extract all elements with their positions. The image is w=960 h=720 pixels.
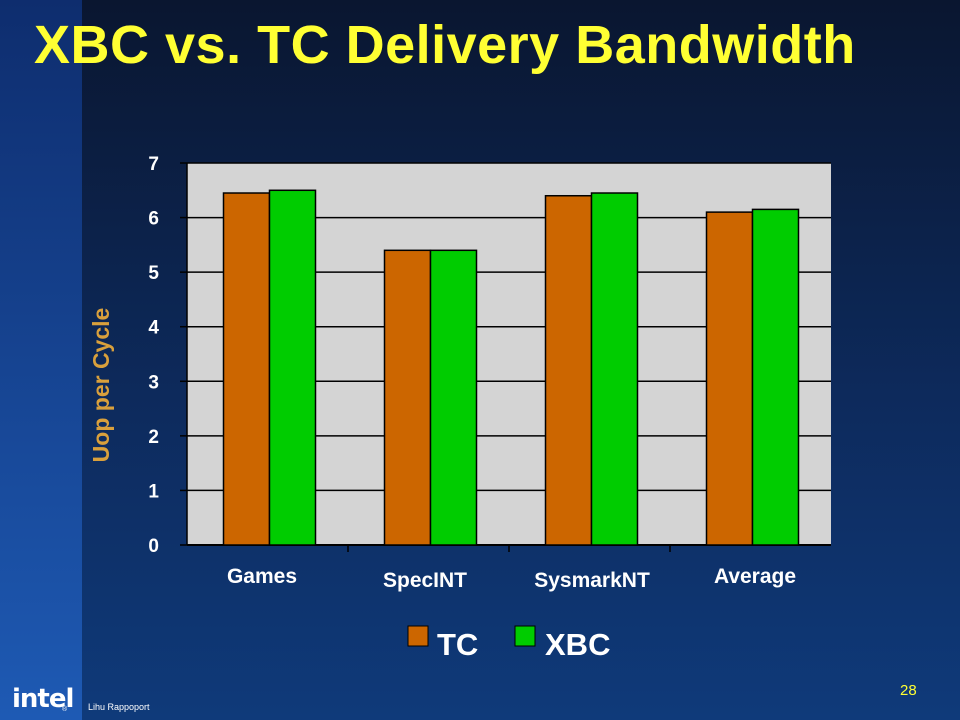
legend-swatch-xbc [514, 625, 536, 647]
y-tick-label: 7 [148, 154, 159, 175]
x-category-label: Average [714, 565, 796, 588]
intel-logo: intel [12, 684, 74, 714]
y-tick-label: 0 [148, 536, 159, 557]
author-credit: Lihu Rappoport [88, 702, 150, 712]
y-axis-title: Uop per Cycle [88, 308, 114, 463]
bar-xbc-specint [429, 249, 478, 546]
page-number: 28 [900, 682, 917, 699]
slide-title: XBC vs. TC Delivery Bandwidth [34, 15, 856, 75]
left-band [0, 0, 82, 720]
bar-xbc-sysmarknt [590, 192, 639, 546]
x-category-label: Games [227, 565, 297, 588]
legend-label-tc: TC [437, 627, 478, 662]
bar-xbc-average [751, 208, 800, 546]
bar-tc-sysmarknt [544, 194, 593, 546]
x-category-label: SpecINT [383, 569, 467, 592]
bar-tc-games [222, 192, 271, 546]
y-tick-label: 1 [148, 481, 159, 502]
x-category-label: SysmarkNT [534, 569, 650, 592]
bar-xbc-games [268, 189, 317, 546]
y-tick-label: 3 [148, 372, 159, 393]
y-tick-label: 2 [148, 427, 159, 448]
bar-tc-average [705, 211, 754, 546]
y-tick-label: 5 [148, 263, 159, 284]
y-tick-label: 4 [148, 318, 159, 339]
legend-swatch-tc [407, 625, 429, 647]
legend-label-xbc: XBC [545, 627, 610, 662]
y-tick-label: 6 [148, 209, 159, 230]
registered-mark: ® [62, 706, 68, 713]
bar-tc-specint [383, 249, 432, 546]
